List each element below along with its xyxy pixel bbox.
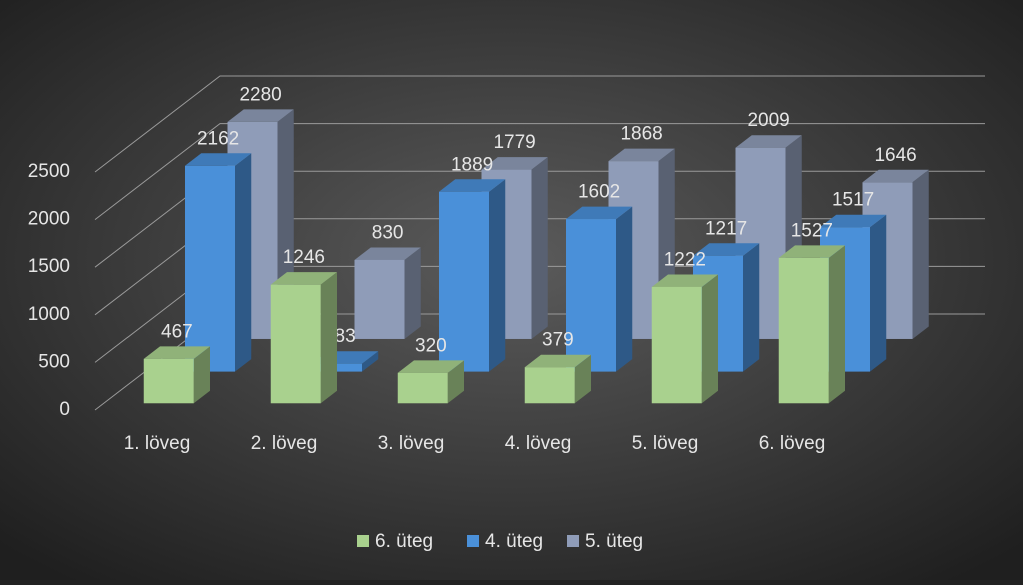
value-label: 1646: [874, 145, 916, 166]
bar: [651, 286, 702, 404]
bar-top: [439, 179, 506, 192]
bar-top: [185, 153, 252, 166]
x-tick-label: 5. löveg: [632, 433, 699, 454]
value-label: 1217: [705, 218, 747, 239]
grid-line: [94, 123, 985, 220]
bar: [524, 367, 575, 404]
value-label: 1779: [493, 132, 535, 153]
bar-side: [574, 354, 591, 404]
value-label: 830: [372, 222, 404, 243]
bar-side: [701, 274, 718, 404]
legend-label: 5. üteg: [585, 531, 643, 552]
bar-top: [354, 247, 421, 260]
y-tick-label: 1000: [28, 304, 70, 325]
value-label: 2280: [239, 84, 281, 105]
value-label: 379: [542, 330, 574, 351]
grid-line: [94, 75, 985, 173]
bar: [185, 165, 235, 372]
value-label: 1246: [283, 247, 325, 268]
legend-swatch: [357, 535, 369, 547]
bar-side: [870, 214, 887, 372]
bar: [143, 358, 194, 404]
bar-side: [912, 169, 929, 339]
bar: [439, 191, 489, 372]
value-label: 1602: [578, 182, 620, 203]
bar-top: [651, 274, 718, 287]
value-label: 1517: [832, 190, 874, 211]
bar-side: [235, 153, 252, 372]
bar-top: [693, 243, 760, 256]
bar-top: [820, 214, 887, 228]
bar-top: [397, 360, 464, 373]
bar-top: [227, 109, 294, 122]
value-label: 2009: [747, 110, 789, 131]
legend-label: 6. üteg: [375, 531, 433, 552]
y-tick-label: 2000: [28, 209, 70, 230]
bar-side: [743, 243, 760, 372]
value-label: 1222: [664, 249, 706, 270]
bar: [566, 219, 616, 372]
value-label: 1527: [791, 220, 833, 241]
bar-side: [362, 351, 379, 372]
value-label: 467: [161, 321, 193, 342]
bar-top: [862, 169, 929, 183]
y-tick-label: 1500: [28, 256, 70, 277]
value-label: 320: [415, 335, 447, 356]
bar-top: [735, 135, 802, 148]
bar-side: [193, 346, 210, 404]
bar-top: [566, 206, 633, 220]
bar-side: [320, 272, 337, 404]
bar-side: [489, 179, 506, 372]
legend-swatch: [467, 535, 479, 547]
bar: [778, 257, 829, 404]
bar-top: [270, 272, 337, 285]
bar-side: [616, 206, 633, 372]
bar: [397, 372, 448, 404]
x-tick-label: 1. löveg: [124, 433, 191, 454]
y-tick-label: 500: [38, 351, 70, 372]
bar-side: [447, 360, 464, 404]
x-tick-label: 4. löveg: [505, 433, 572, 454]
legend-swatch: [567, 535, 579, 547]
y-tick-label: 2500: [28, 161, 70, 182]
value-label: 1868: [620, 124, 662, 145]
bar-top: [608, 148, 675, 162]
value-label: 1889: [451, 154, 493, 175]
x-tick-label: 2. löveg: [251, 433, 318, 454]
bar-top: [778, 245, 845, 258]
bar: [354, 259, 405, 339]
x-tick-label: 3. löveg: [378, 433, 445, 454]
bar-side: [828, 245, 845, 404]
bar-top: [524, 354, 591, 368]
value-label: 83: [335, 326, 356, 347]
bar: [270, 284, 321, 404]
x-tick-label: 6. löveg: [759, 433, 826, 454]
y-tick-label: 0: [59, 399, 70, 420]
legend-label: 4. üteg: [485, 531, 543, 552]
bar-side: [404, 247, 421, 339]
bar-side: [531, 157, 548, 339]
bar-top: [481, 157, 548, 170]
bar-top: [143, 346, 210, 359]
value-label: 2162: [197, 128, 239, 149]
